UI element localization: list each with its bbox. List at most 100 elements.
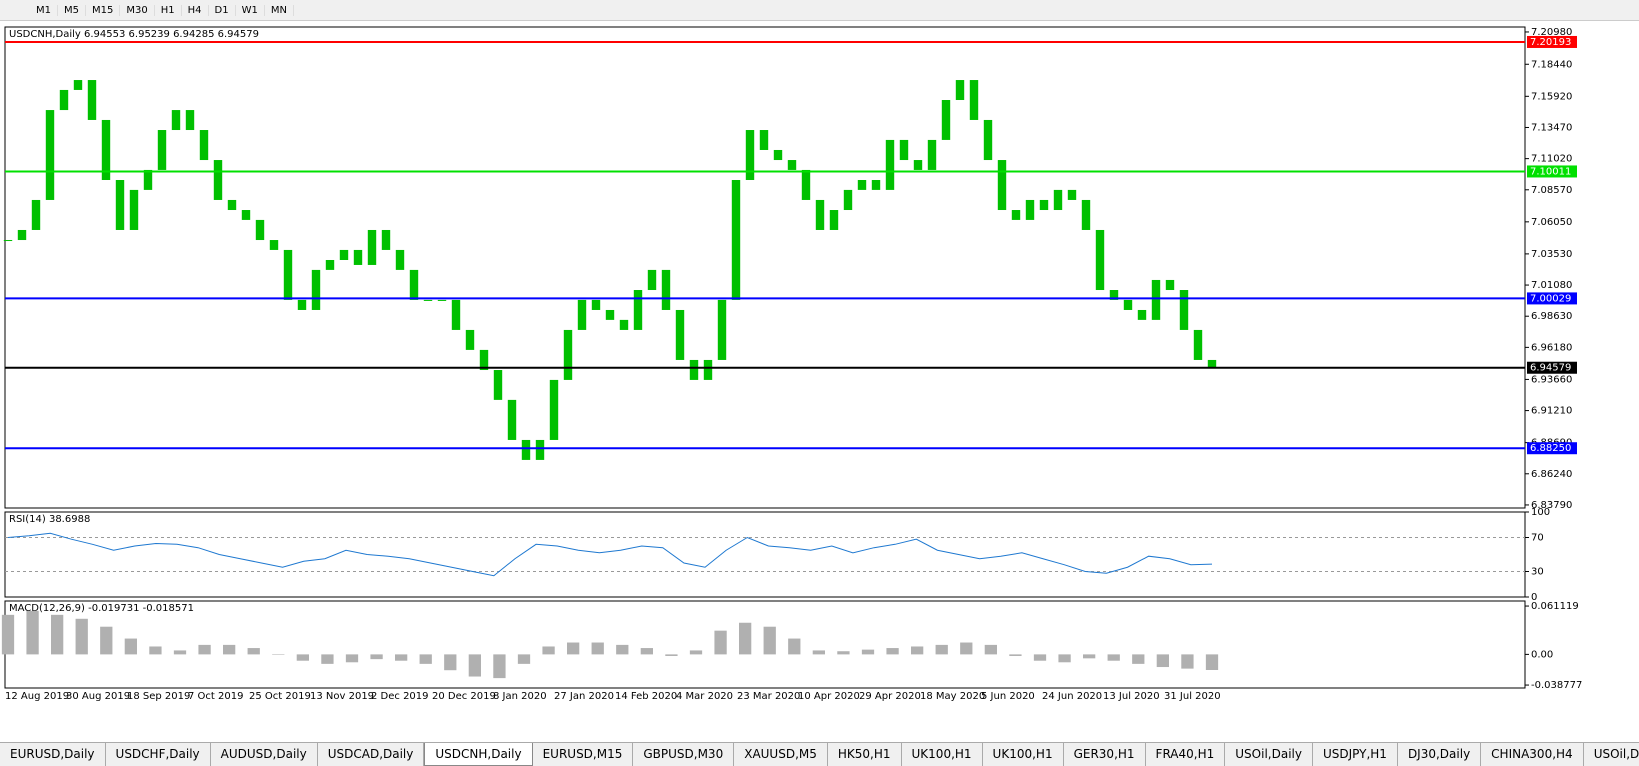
macd-bar [960, 642, 973, 655]
candle [1039, 199, 1049, 211]
macd-bar [984, 644, 997, 655]
macd-bar [296, 654, 309, 661]
timeframe-button[interactable]: M30 [120, 4, 155, 16]
macd-bar [223, 644, 236, 655]
timeframe-button[interactable]: M15 [86, 4, 121, 16]
candle [3, 240, 13, 242]
x-tick-label: 30 Aug 2019 [66, 691, 130, 702]
x-tick-label: 27 Jan 2020 [554, 691, 614, 702]
candle [339, 249, 349, 260]
macd-bar [198, 644, 211, 655]
candle [955, 80, 965, 101]
macd-bar [517, 654, 531, 664]
candle [227, 199, 237, 211]
chart-tab[interactable]: UK100,H1 [983, 743, 1064, 766]
chart-tab[interactable]: GER30,H1 [1064, 743, 1146, 766]
y-tick-label: 7.18440 [1531, 59, 1572, 70]
timeframe-button[interactable]: M1 [30, 4, 58, 16]
candle [171, 110, 181, 131]
candle [507, 399, 517, 440]
macd-bar [714, 630, 727, 655]
x-tick-label: 7 Oct 2019 [188, 691, 243, 702]
macd-bar [173, 650, 187, 655]
macd-bar [1107, 654, 1120, 661]
y-tick-label: 0.00 [1531, 649, 1553, 660]
candle [101, 119, 111, 180]
macd-bar [1132, 654, 1145, 664]
y-tick-label: 7.08570 [1531, 185, 1572, 196]
timeframe-button[interactable]: H1 [155, 4, 182, 16]
macd-bar [837, 651, 850, 655]
candle [577, 299, 587, 330]
chart-tab[interactable]: USOil,D [1584, 743, 1639, 766]
level-label-bg [1527, 442, 1577, 455]
timeframe-button[interactable]: M5 [58, 4, 86, 16]
candle [451, 299, 461, 330]
macd-bar [468, 654, 481, 677]
panel-title: USDCNH,Daily 6.94553 6.95239 6.94285 6.9… [9, 29, 259, 40]
candle [787, 160, 797, 170]
macd-bar [591, 642, 604, 655]
candle [1165, 279, 1175, 291]
macd-bar [75, 618, 88, 655]
candle [549, 379, 559, 440]
candle [843, 189, 853, 211]
x-tick-label: 31 Jul 2020 [1164, 691, 1221, 702]
chart-tab[interactable]: UK100,H1 [902, 743, 983, 766]
chart-tab[interactable]: CHINA300,H4 [1481, 743, 1584, 766]
y-tick-label: 0 [1531, 592, 1537, 603]
candle [45, 110, 55, 200]
candle [885, 139, 895, 190]
chart-tab[interactable]: FRA40,H1 [1146, 743, 1226, 766]
candle [759, 130, 769, 150]
chart-tab[interactable]: USOil,Daily [1225, 743, 1313, 766]
candle [1053, 189, 1063, 211]
candle [325, 259, 335, 270]
timeframe-button[interactable]: MN [265, 4, 294, 16]
y-tick-label: 6.86240 [1531, 469, 1572, 480]
x-tick-label: 2 Dec 2019 [371, 691, 429, 702]
y-tick-label: 7.11020 [1531, 154, 1572, 165]
candle [731, 179, 741, 300]
chart-tab[interactable]: EURUSD,Daily [0, 743, 106, 766]
macd-bar [149, 646, 162, 655]
timeframe-button[interactable]: W1 [236, 4, 265, 16]
chart-tab[interactable]: HK50,H1 [828, 743, 902, 766]
chart-tab[interactable]: USDCHF,Daily [106, 743, 211, 766]
candle [1151, 279, 1161, 320]
macd-bar [1009, 654, 1022, 656]
level-label: 6.94579 [1530, 363, 1571, 374]
macd-bar [812, 650, 825, 655]
chart-tab[interactable]: EURUSD,M15 [533, 743, 634, 766]
timeframe-button[interactable]: H4 [182, 4, 209, 16]
y-tick-label: 7.20980 [1531, 27, 1572, 38]
macd-bar [1181, 654, 1194, 669]
candle [661, 269, 671, 310]
candle [493, 370, 503, 400]
candle [395, 249, 405, 270]
x-tick-label: 13 Jul 2020 [1103, 691, 1160, 702]
macd-bar [788, 638, 801, 655]
candle [1067, 189, 1077, 200]
macd-bar [763, 626, 776, 655]
candle [367, 229, 377, 265]
candle [437, 299, 447, 301]
macd-bar [886, 648, 899, 655]
chart-tab[interactable]: GBPUSD,M30 [633, 743, 735, 766]
macd-bar [861, 649, 875, 655]
level-label-bg [1527, 35, 1577, 48]
candle [1095, 229, 1105, 291]
candle [311, 269, 321, 310]
chart-tab[interactable]: XAUUSD,M5 [734, 743, 828, 766]
macd-bar [419, 654, 432, 664]
chart-tab[interactable]: AUDUSD,Daily [211, 743, 318, 766]
chart-tab[interactable]: USDCAD,Daily [318, 743, 425, 766]
macd-bar [345, 654, 359, 663]
macd-bar [689, 650, 703, 655]
chart-tab[interactable]: USDJPY,H1 [1313, 743, 1398, 766]
chart-tab[interactable]: USDCNH,Daily [424, 743, 533, 766]
chart-tab[interactable]: DJ30,Daily [1398, 743, 1482, 766]
candle [983, 119, 993, 161]
timeframe-button[interactable]: D1 [209, 4, 236, 16]
candle [423, 299, 433, 301]
